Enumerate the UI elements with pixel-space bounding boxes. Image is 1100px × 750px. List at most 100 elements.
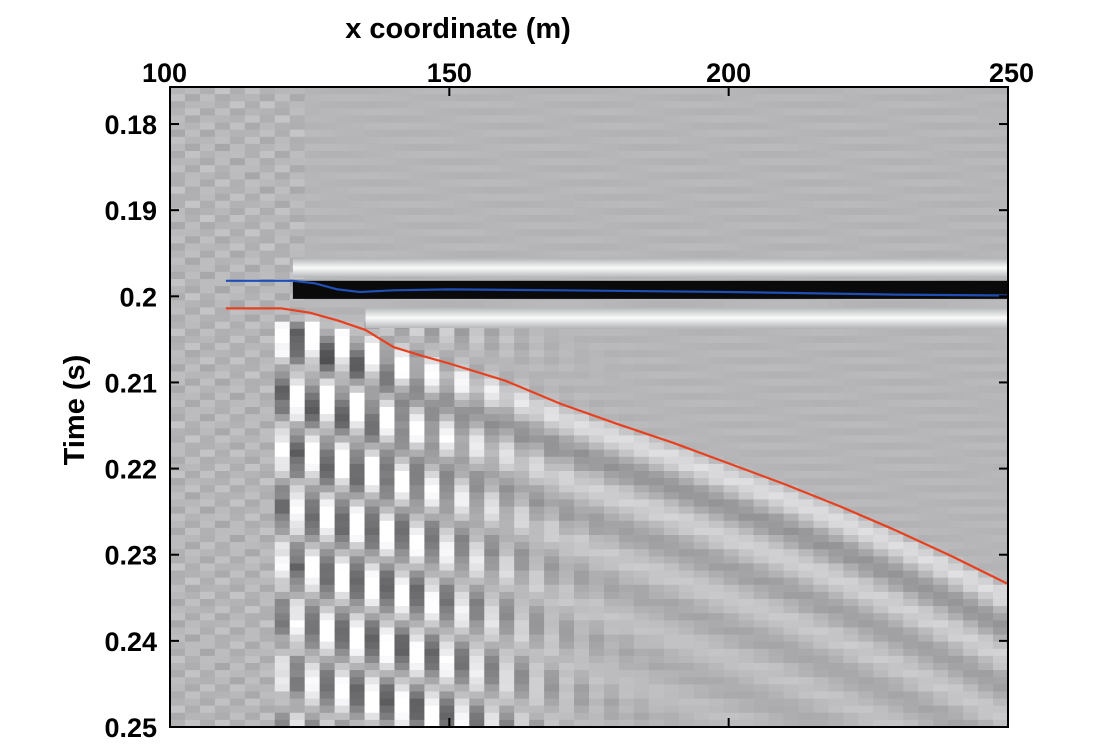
seismic-cell (828, 122, 844, 131)
seismic-cell (544, 648, 560, 657)
seismic-cell (544, 463, 560, 472)
seismic-cell (963, 222, 979, 230)
seismic-cell (244, 606, 261, 614)
seismic-cell (783, 414, 800, 422)
seismic-cell (963, 328, 979, 337)
seismic-cell (364, 442, 381, 451)
seismic-cell (963, 87, 979, 95)
seismic-cell (933, 172, 949, 181)
seismic-cell (499, 215, 515, 223)
seismic-cell (933, 506, 949, 515)
seismic-cell (529, 172, 545, 181)
seismic-cell (903, 158, 919, 166)
seismic-cell (993, 414, 1008, 422)
seismic-cell (184, 378, 201, 387)
seismic-cell (170, 591, 186, 600)
seismic-cell (948, 136, 964, 145)
seismic-cell (618, 527, 635, 536)
seismic-cell (379, 378, 396, 387)
seismic-cell (693, 335, 710, 344)
seismic-cell (170, 200, 186, 209)
seismic-cell (289, 236, 306, 245)
seismic-cell (184, 293, 201, 301)
seismic-cell (319, 136, 336, 145)
seismic-cell (753, 577, 770, 586)
seismic-cell (903, 200, 919, 209)
seismic-cell (918, 115, 934, 124)
seismic-cell (858, 193, 874, 202)
seismic-cell (963, 193, 979, 202)
seismic-cell (993, 328, 1008, 337)
seismic-cell (514, 328, 530, 337)
seismic-cell (199, 108, 216, 117)
seismic-cell (214, 435, 231, 444)
seismic-cell (319, 684, 336, 693)
seismic-cell (783, 151, 800, 159)
seismic-cell (559, 236, 575, 245)
seismic-cell (858, 414, 874, 422)
seismic-cell (499, 485, 515, 493)
seismic-cell (559, 485, 575, 493)
seismic-cell (753, 399, 770, 408)
seismic-cell (843, 200, 859, 209)
seismic-cell (499, 122, 515, 131)
seismic-cell (304, 87, 321, 95)
seismic-cell (693, 250, 710, 259)
seismic-cell (933, 449, 949, 458)
seismic-cell (559, 712, 575, 721)
seismic-cell (738, 87, 755, 95)
seismic-cell (334, 655, 351, 664)
seismic-cell (693, 428, 710, 437)
seismic-cell (978, 634, 994, 643)
seismic-cell (529, 143, 545, 152)
seismic-cell (544, 108, 560, 117)
seismic-cell (199, 471, 216, 479)
seismic-cell (259, 215, 276, 223)
seismic-cell (170, 392, 186, 401)
seismic-cell (993, 215, 1008, 223)
seismic-cell (379, 471, 396, 479)
seismic-cell (334, 335, 351, 344)
seismic-cell (663, 513, 680, 522)
seismic-cell (768, 506, 785, 515)
seismic-cell (948, 556, 964, 565)
seismic-cell (948, 449, 964, 458)
seismic-cell (529, 570, 545, 579)
seismic-cell (499, 392, 515, 401)
seismic-cell (828, 670, 844, 678)
seismic-cell (963, 407, 979, 415)
seismic-cell (828, 343, 844, 351)
seismic-cell (349, 193, 366, 202)
seismic-cell (259, 264, 276, 273)
seismic-cell (334, 513, 351, 522)
seismic-cell (813, 222, 830, 230)
seismic-cell (529, 684, 545, 693)
seismic-cell (738, 300, 755, 309)
seismic-cell (618, 648, 635, 657)
seismic-cell (663, 478, 680, 486)
seismic-cell (184, 207, 201, 216)
seismic-cell (559, 243, 575, 252)
seismic-cell (663, 300, 680, 309)
seismic-cell (978, 250, 994, 259)
seismic-cell (454, 343, 470, 351)
seismic-cell (244, 399, 261, 408)
seismic-cell (499, 670, 515, 678)
seismic-cell (424, 101, 440, 109)
seismic-cell (574, 513, 590, 522)
seismic-cell (289, 385, 306, 394)
seismic-cell (274, 158, 291, 166)
seismic-cell (199, 215, 216, 223)
seismic-cell (963, 570, 979, 579)
seismic-cell (229, 101, 246, 109)
seismic-cell (289, 527, 306, 536)
seismic-cell (514, 584, 530, 593)
seismic-cell (903, 143, 919, 152)
seismic-cell (409, 620, 425, 629)
seismic-cell (379, 357, 396, 365)
seismic-cell (993, 663, 1008, 671)
seismic-cell (469, 606, 485, 614)
seismic-cell (843, 634, 859, 643)
seismic-cell (783, 542, 800, 550)
seismic-cell (753, 335, 770, 344)
